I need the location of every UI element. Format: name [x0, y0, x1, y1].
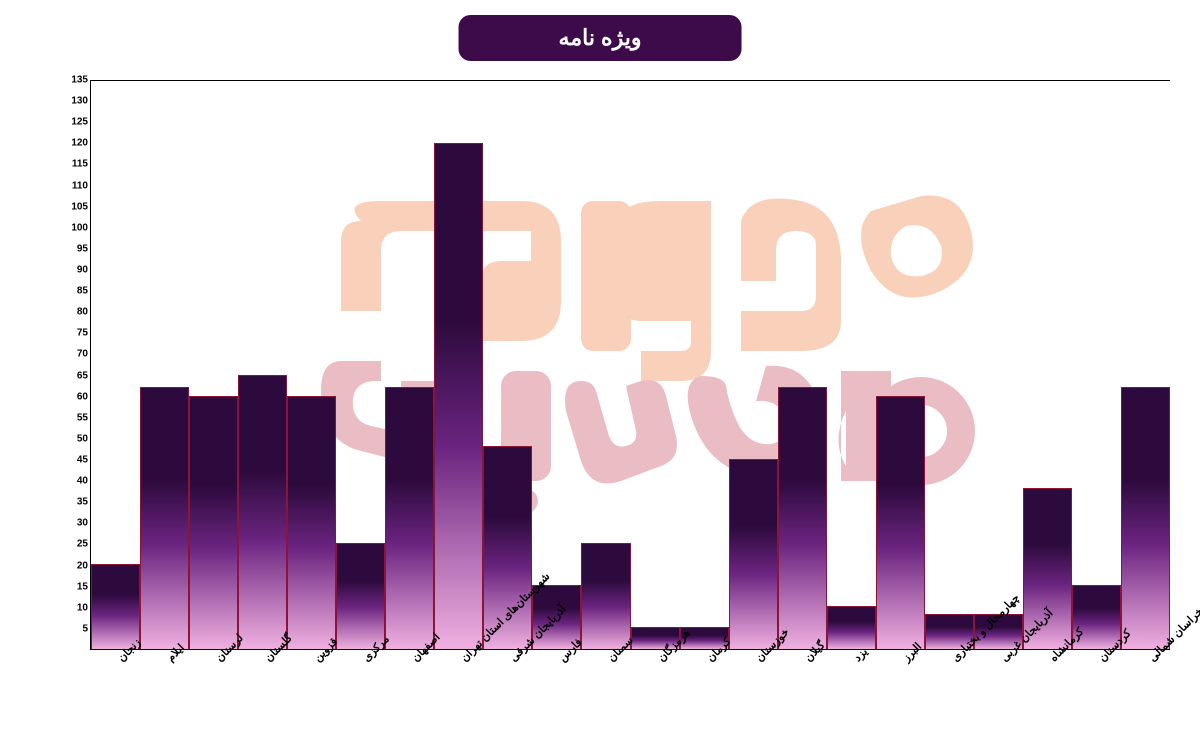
y-tick: 60 — [77, 391, 88, 402]
y-tick: 50 — [77, 433, 88, 444]
y-tick: 5 — [82, 623, 88, 634]
y-tick: 125 — [71, 117, 88, 128]
x-axis: زنجانایلاملرستانگلستانقزوینمرکزیاصفهانشه… — [90, 650, 1170, 750]
y-tick: 30 — [77, 518, 88, 529]
y-tick: 65 — [77, 370, 88, 381]
y-tick: 35 — [77, 497, 88, 508]
x-label: شهرستان‌های استان تهران — [434, 650, 483, 750]
bar — [140, 387, 189, 649]
bar — [385, 387, 434, 649]
bar — [287, 396, 336, 649]
y-tick: 20 — [77, 560, 88, 571]
chart-container: ویژه نامه 5 10 15 20 25 30 35 40 45 50 55 60 65 70 75 8… — [0, 0, 1200, 750]
x-label: فارس — [532, 650, 581, 750]
x-label: مرکزی — [335, 650, 384, 750]
y-tick: 10 — [77, 602, 88, 613]
bar — [434, 143, 483, 649]
y-tick: 90 — [77, 265, 88, 276]
bar — [336, 543, 385, 649]
x-label: آذربایجان غربی — [974, 650, 1023, 750]
y-tick: 115 — [72, 159, 88, 170]
x-label: خوزستان — [728, 650, 777, 750]
y-tick: 40 — [77, 476, 88, 487]
y-tick: 45 — [77, 455, 88, 466]
y-tick: 75 — [77, 328, 88, 339]
y-tick: 95 — [77, 243, 88, 254]
x-label: لرستان — [188, 650, 237, 750]
chart-title: ویژه نامه — [459, 15, 742, 61]
bars-container — [91, 81, 1170, 649]
y-tick: 25 — [77, 539, 88, 550]
plot-area — [90, 80, 1170, 650]
y-axis: 5 10 15 20 25 30 35 40 45 50 55 60 65 70 75 80 85 90 95 100… — [60, 80, 90, 650]
x-label: چهارمحال و بختیاری — [925, 650, 974, 750]
x-label: یزد — [826, 650, 875, 750]
x-label: کردستان — [1072, 650, 1121, 750]
x-label: ایلام — [139, 650, 188, 750]
y-tick: 130 — [71, 96, 88, 107]
y-tick: 15 — [77, 581, 88, 592]
x-label: خراسان شمالی — [1121, 650, 1170, 750]
y-tick: 110 — [72, 180, 88, 191]
x-label: البرز — [876, 650, 925, 750]
x-label: گلستان — [237, 650, 286, 750]
y-tick: 135 — [71, 75, 88, 86]
y-tick: 120 — [71, 138, 88, 149]
bar — [189, 396, 238, 649]
x-label: سمنان — [581, 650, 630, 750]
bar — [238, 375, 287, 649]
y-tick: 70 — [77, 349, 88, 360]
bar — [1121, 387, 1170, 649]
x-label: کرمان — [679, 650, 728, 750]
bar — [581, 543, 630, 649]
y-tick: 55 — [77, 412, 88, 423]
x-label: هرمزگان — [630, 650, 679, 750]
y-tick: 100 — [71, 222, 88, 233]
y-tick: 80 — [77, 307, 88, 318]
bar — [729, 459, 778, 649]
x-label: کرمانشاه — [1023, 650, 1072, 750]
x-label: گیلان — [777, 650, 826, 750]
x-label: قزوین — [286, 650, 335, 750]
x-label: زنجان — [90, 650, 139, 750]
bar — [827, 606, 876, 649]
y-tick: 85 — [77, 286, 88, 297]
bar — [778, 387, 827, 649]
bar — [876, 396, 925, 649]
x-label: آذربایجان شرقی — [483, 650, 532, 750]
x-label: اصفهان — [385, 650, 434, 750]
y-tick: 105 — [71, 201, 88, 212]
